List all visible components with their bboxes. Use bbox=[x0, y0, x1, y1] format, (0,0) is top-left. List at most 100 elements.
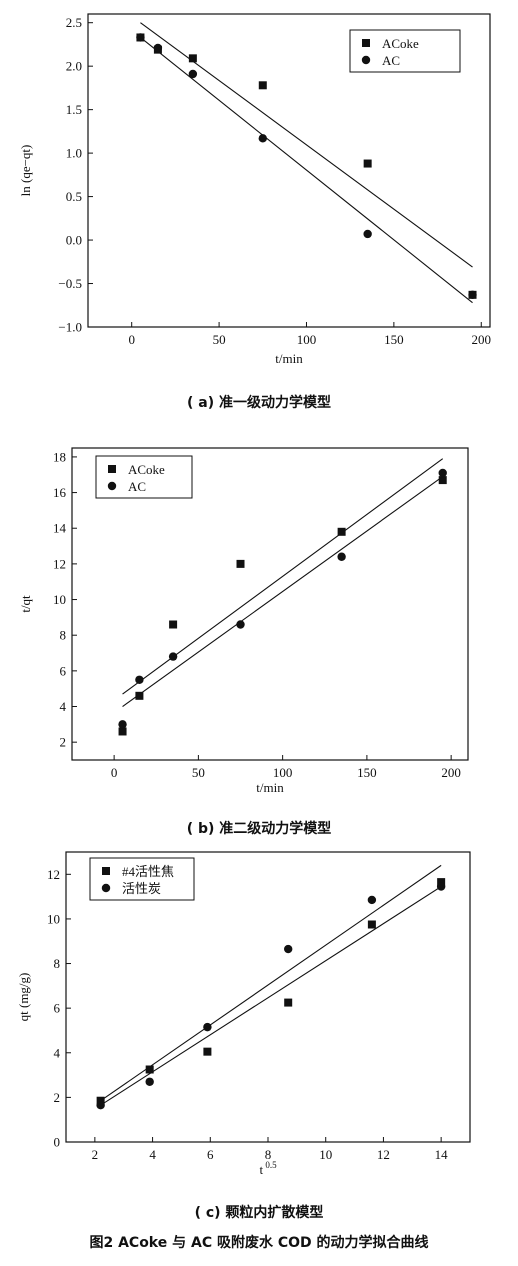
x-tick-label: 50 bbox=[213, 332, 226, 347]
y-tick-label: 2 bbox=[54, 1090, 61, 1105]
y-tick-label: 4 bbox=[60, 699, 67, 714]
data-point-circle bbox=[118, 720, 127, 729]
legend-marker-circle bbox=[361, 55, 371, 65]
y-tick-label: −0.5 bbox=[58, 276, 82, 291]
x-tick-label: 0 bbox=[111, 765, 118, 780]
data-point-circle bbox=[468, 290, 477, 300]
y-tick-label: −1.0 bbox=[58, 320, 82, 335]
data-point-square bbox=[258, 81, 267, 90]
data-point-square bbox=[188, 54, 197, 63]
data-point-circle bbox=[363, 229, 372, 239]
y-tick-label: 2 bbox=[60, 735, 67, 750]
legend-label: #4活性焦 bbox=[122, 864, 174, 879]
data-point-square bbox=[363, 159, 372, 168]
caption-b: ( b) 准二级动力学模型 bbox=[186, 821, 332, 837]
legend-box bbox=[95, 455, 193, 499]
data-point-square bbox=[236, 559, 245, 568]
x-tick-label: 12 bbox=[377, 1147, 390, 1162]
x-tick-label: 100 bbox=[273, 765, 293, 780]
legend-box bbox=[349, 29, 461, 73]
data-point-square bbox=[203, 1047, 212, 1056]
y-axis-label: ln (qe−qt) bbox=[18, 145, 33, 197]
legend-box bbox=[89, 857, 195, 901]
y-tick-label: 12 bbox=[53, 556, 66, 571]
legend-label: ACoke bbox=[382, 36, 419, 51]
data-point-circle bbox=[438, 468, 447, 478]
x-tick-label: 6 bbox=[207, 1147, 214, 1162]
x-tick-label: 2 bbox=[92, 1147, 99, 1162]
chart-c-svg: 2 4 6 8 10 12 14 0 2 4 6 8 10 12 t 0.5 qt (mg/g) #4活性焦活性… bbox=[16, 851, 471, 1177]
data-point-circle bbox=[367, 895, 377, 905]
data-point-circle bbox=[236, 620, 245, 629]
y-axis-label: qt (mg/g) bbox=[16, 973, 31, 1022]
legend-marker-circle bbox=[101, 883, 111, 893]
legend-label: AC bbox=[128, 479, 146, 494]
data-point-circle bbox=[436, 882, 446, 891]
plot-frame bbox=[87, 13, 491, 328]
plot-frame bbox=[71, 447, 469, 761]
data-point-circle bbox=[96, 1100, 105, 1110]
axes-group: 0 50 100 150 200 −1.0 −0.5 0.0 0.5 1.0 1.5 2.0 2.5 t/… bbox=[18, 13, 491, 366]
data-point-square bbox=[337, 527, 346, 536]
data-point-square bbox=[438, 476, 447, 485]
fit-line-circle bbox=[100, 864, 442, 1102]
data-point-circle bbox=[284, 944, 293, 954]
x-axis-label: t 0.5 bbox=[259, 1160, 277, 1177]
caption-a: ( a) 准一级动力学模型 bbox=[187, 395, 331, 411]
chart-a-svg: 0 50 100 150 200 −1.0 −0.5 0.0 0.5 1.0 1.5 2.0 2.5 t/… bbox=[18, 13, 491, 366]
y-axis-label: t/qt bbox=[18, 595, 33, 613]
y-tick-label: 10 bbox=[53, 592, 66, 607]
y-tick-label: 2.5 bbox=[66, 15, 82, 30]
y-tick-label: 8 bbox=[54, 956, 61, 971]
y-tick-label: 14 bbox=[53, 521, 67, 536]
data-point-circle bbox=[258, 134, 267, 143]
panel-b: 0 50 100 150 200 2 4 6 8 10 12 14 16 18 t/min t/qt ACoke… bbox=[0, 440, 518, 830]
data-point-circle bbox=[145, 1077, 154, 1086]
y-tick-label: 1.5 bbox=[66, 102, 82, 117]
data-point-square bbox=[118, 727, 127, 736]
y-tick-label: 0.0 bbox=[66, 233, 82, 248]
data-point-square bbox=[437, 878, 446, 887]
data-point-square bbox=[284, 998, 293, 1007]
axes-group: 2 4 6 8 10 12 14 0 2 4 6 8 10 12 t 0.5 qt (mg/g) bbox=[16, 851, 471, 1177]
y-tick-label: 0.5 bbox=[66, 189, 82, 204]
panel-a: 0 50 100 150 200 −1.0 −0.5 0.0 0.5 1.0 1.5 2.0 2.5 t/… bbox=[0, 0, 518, 366]
y-tick-label: 6 bbox=[60, 663, 67, 678]
legend-label: AC bbox=[382, 53, 400, 68]
y-tick-label: 2.0 bbox=[66, 59, 82, 74]
data-point-circle bbox=[203, 1022, 212, 1032]
chart-b-svg: 0 50 100 150 200 2 4 6 8 10 12 14 16 18 t/min t/qt ACoke… bbox=[18, 447, 469, 795]
y-tick-label: 0 bbox=[54, 1135, 61, 1150]
data-point-circle bbox=[337, 552, 346, 561]
x-tick-label: 150 bbox=[357, 765, 377, 780]
y-tick-label: 10 bbox=[47, 911, 60, 926]
fit-line-circle bbox=[140, 37, 473, 304]
legend-marker-square bbox=[108, 465, 116, 473]
x-tick-label: 14 bbox=[435, 1147, 449, 1162]
legend-label: 活性炭 bbox=[122, 881, 161, 896]
x-tick-label: 4 bbox=[149, 1147, 156, 1162]
data-point-circle bbox=[188, 69, 198, 79]
figure-caption: 图2 ACoke 与 AC 吸附废水 COD 的动力学拟合曲线 bbox=[89, 1235, 429, 1251]
y-tick-label: 8 bbox=[60, 628, 67, 643]
y-tick-label: 6 bbox=[54, 1001, 61, 1016]
data-point-square bbox=[169, 620, 178, 629]
x-tick-label: 50 bbox=[192, 765, 205, 780]
y-tick-label: 12 bbox=[47, 867, 60, 882]
data-point-circle bbox=[153, 43, 163, 53]
x-tick-label: 100 bbox=[297, 332, 317, 347]
y-tick-label: 16 bbox=[53, 485, 67, 500]
y-tick-label: 1.0 bbox=[66, 146, 82, 161]
y-tick-label: 4 bbox=[54, 1045, 61, 1060]
legend-label: ACoke bbox=[128, 462, 165, 477]
x-tick-label: 8 bbox=[265, 1147, 272, 1162]
data-point-circle bbox=[168, 652, 178, 661]
x-tick-label: 10 bbox=[319, 1147, 332, 1162]
panel-c: 2 4 6 8 10 12 14 0 2 4 6 8 10 12 t 0.5 qt (mg/g) #4活性焦活性… bbox=[0, 838, 518, 1218]
y-tick-label: 18 bbox=[53, 449, 66, 464]
fit-line-square bbox=[140, 22, 473, 268]
axes-group: 0 50 100 150 200 2 4 6 8 10 12 14 16 18 t/min t/qt bbox=[18, 447, 469, 795]
x-tick-label: 150 bbox=[384, 332, 404, 347]
data-point-circle bbox=[136, 33, 145, 42]
caption-c: ( c) 颗粒内扩散模型 bbox=[194, 1205, 324, 1221]
